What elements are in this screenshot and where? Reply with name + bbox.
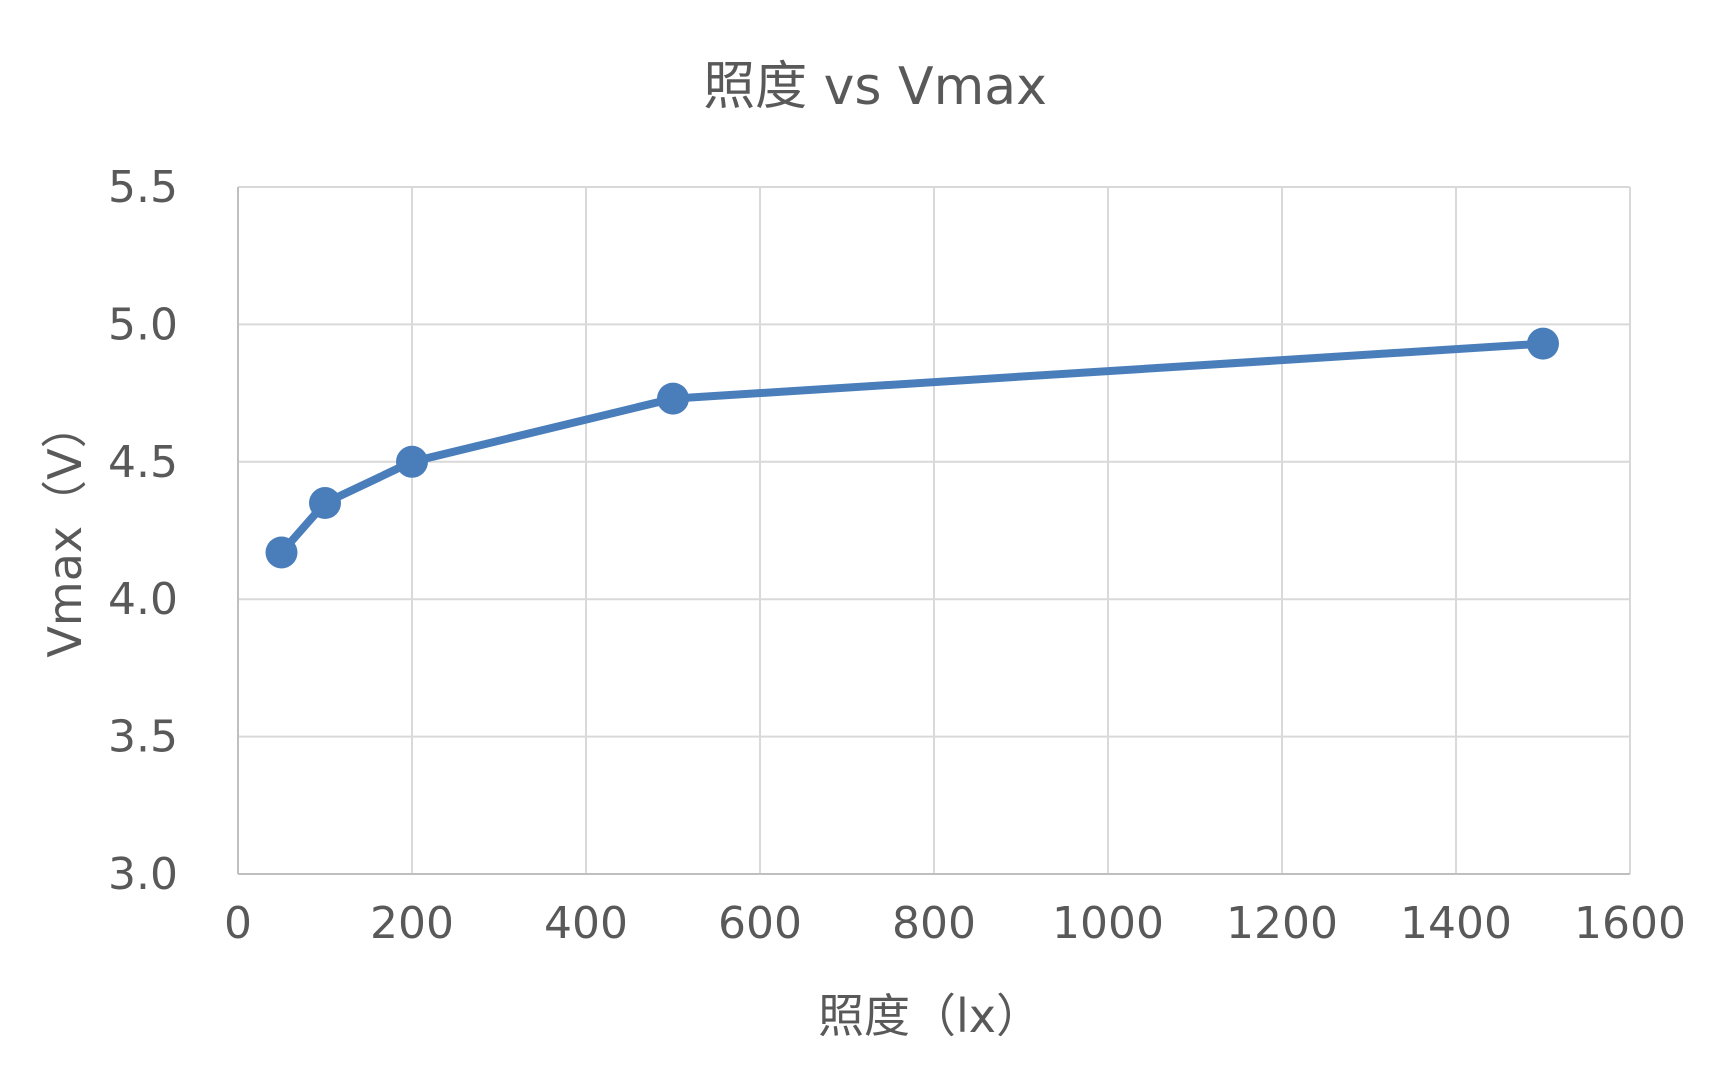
- series-line: [277, 339, 1547, 557]
- x-tick-label: 1600: [1574, 898, 1686, 949]
- x-tick-label: 400: [544, 898, 628, 949]
- series-layer: [265, 327, 1559, 569]
- data-point: [1527, 327, 1559, 360]
- data-point: [396, 445, 428, 478]
- x-tick-label: 0: [224, 898, 252, 949]
- grid-layer: [237, 186, 1631, 875]
- axis-layer: 0 200 400 600 800 1000 1200 1400 1600 3.0 3.5 4.0 4.…: [108, 162, 1686, 949]
- x-axis-label: 照度（lx）: [818, 989, 1042, 1043]
- y-axis-label: Vmax（V）: [38, 402, 92, 657]
- y-tick-label: 4.5: [108, 437, 178, 488]
- x-tick-label: 1200: [1226, 898, 1338, 949]
- x-tick-label: 200: [370, 898, 454, 949]
- y-tick-label: 3.0: [108, 849, 178, 900]
- x-tick-label: 1000: [1052, 898, 1164, 949]
- x-tick-label: 1400: [1400, 898, 1512, 949]
- x-tick-label: 600: [718, 898, 802, 949]
- y-tick-label: 5.5: [108, 162, 178, 213]
- chart-title: 照度 vs Vmax: [703, 57, 1047, 117]
- y-tick-label: 5.0: [108, 299, 178, 350]
- y-tick-label: 4.0: [108, 574, 178, 625]
- y-tick-label: 3.5: [108, 712, 178, 763]
- data-point: [265, 536, 298, 569]
- data-point: [309, 487, 341, 520]
- data-point: [657, 382, 689, 415]
- x-tick-label: 800: [892, 898, 976, 949]
